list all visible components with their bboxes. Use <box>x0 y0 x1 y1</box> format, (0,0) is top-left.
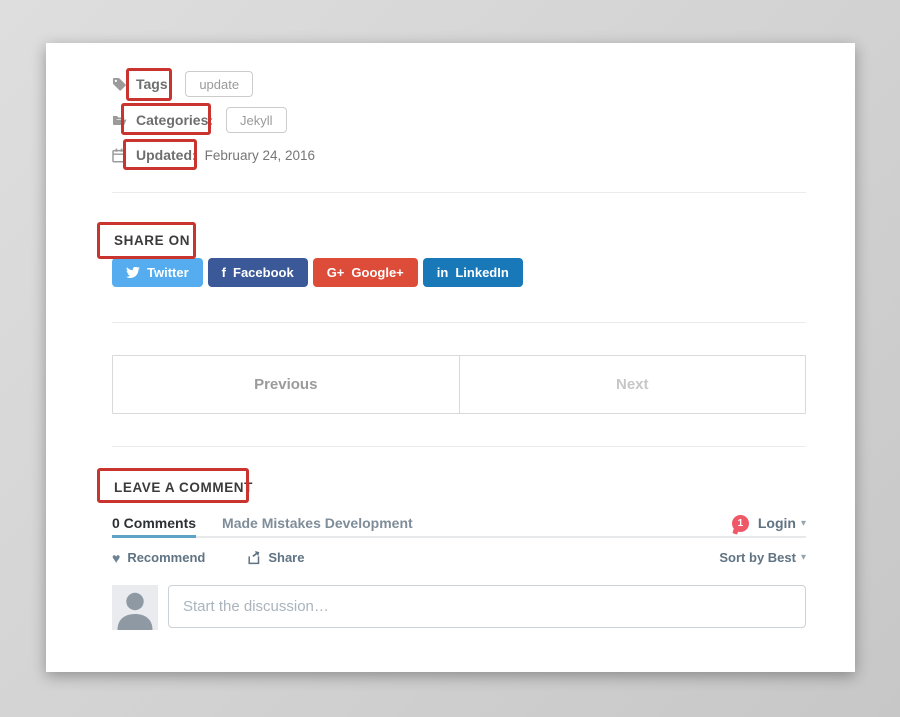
leave-comment-heading: LEAVE A COMMENT <box>114 480 253 495</box>
heart-icon: ♥ <box>112 549 121 566</box>
comments-header: 0 Comments Made Mistakes Development 1 L… <box>112 513 806 533</box>
tag-icon <box>112 77 127 92</box>
categories-row: Categories: Jekyll <box>112 107 806 133</box>
new-comment-row <box>112 585 806 630</box>
share-googleplus-button[interactable]: G+ Google+ <box>312 258 418 287</box>
share-icon <box>247 550 261 565</box>
calendar-icon <box>112 148 127 163</box>
updated-row: Updated: February 24, 2016 <box>112 145 806 165</box>
divider <box>112 192 806 193</box>
tags-row: Tags: update <box>112 71 806 97</box>
comments-toolbar: ♥ Recommend Share Sort by Best ▾ <box>112 549 806 566</box>
sort-by-label: Sort by Best <box>719 550 796 565</box>
twitter-icon <box>126 266 140 279</box>
category-chip-jekyll[interactable]: Jekyll <box>226 107 287 133</box>
comment-count-tab[interactable]: 0 Comments <box>112 515 197 531</box>
share-button-label: Twitter <box>147 265 189 280</box>
active-tab-indicator <box>112 535 196 538</box>
notification-badge[interactable]: 1 <box>731 514 749 532</box>
post-footer-card: Tags: update Categories: Jekyll Updated:… <box>46 43 855 672</box>
share-thread-label: Share <box>268 550 305 565</box>
share-thread-button[interactable]: Share <box>247 550 304 565</box>
pagination: Previous Next <box>112 355 806 414</box>
community-name[interactable]: Made Mistakes Development <box>222 515 413 531</box>
folder-icon <box>112 113 127 128</box>
share-twitter-button[interactable]: Twitter <box>112 258 203 287</box>
tag-chip-update[interactable]: update <box>185 71 254 97</box>
share-button-label: LinkedIn <box>455 265 509 280</box>
share-buttons: Twitter f Facebook G+ Google+ in LinkedI… <box>112 258 523 287</box>
tags-label: Tags: <box>136 76 173 92</box>
previous-button[interactable]: Previous <box>113 356 459 413</box>
sort-by-dropdown[interactable]: Sort by Best ▾ <box>719 550 806 565</box>
categories-label: Categories: <box>136 112 214 128</box>
share-button-label: Google+ <box>351 265 404 280</box>
share-linkedin-button[interactable]: in LinkedIn <box>422 258 523 287</box>
share-facebook-button[interactable]: f Facebook <box>207 258 308 287</box>
updated-date: February 24, 2016 <box>204 147 315 163</box>
share-heading: SHARE ON <box>114 233 191 248</box>
share-button-label: Facebook <box>233 265 294 280</box>
facebook-icon: f <box>221 265 226 280</box>
comment-input[interactable] <box>168 585 806 628</box>
recommend-label: Recommend <box>127 550 206 565</box>
chevron-down-icon[interactable]: ▾ <box>800 517 806 529</box>
chevron-down-icon: ▾ <box>800 552 806 563</box>
recommend-button[interactable]: ♥ Recommend <box>112 550 205 565</box>
divider <box>112 446 806 447</box>
avatar[interactable] <box>112 585 158 630</box>
next-button[interactable]: Next <box>458 356 805 413</box>
login-area: 1 Login ▾ <box>731 514 806 532</box>
divider <box>112 322 806 323</box>
tab-divider <box>112 535 806 538</box>
googleplus-icon: G+ <box>326 265 345 280</box>
updated-label: Updated: <box>136 147 197 163</box>
linkedin-icon: in <box>436 265 449 280</box>
login-button[interactable]: Login <box>757 515 796 531</box>
